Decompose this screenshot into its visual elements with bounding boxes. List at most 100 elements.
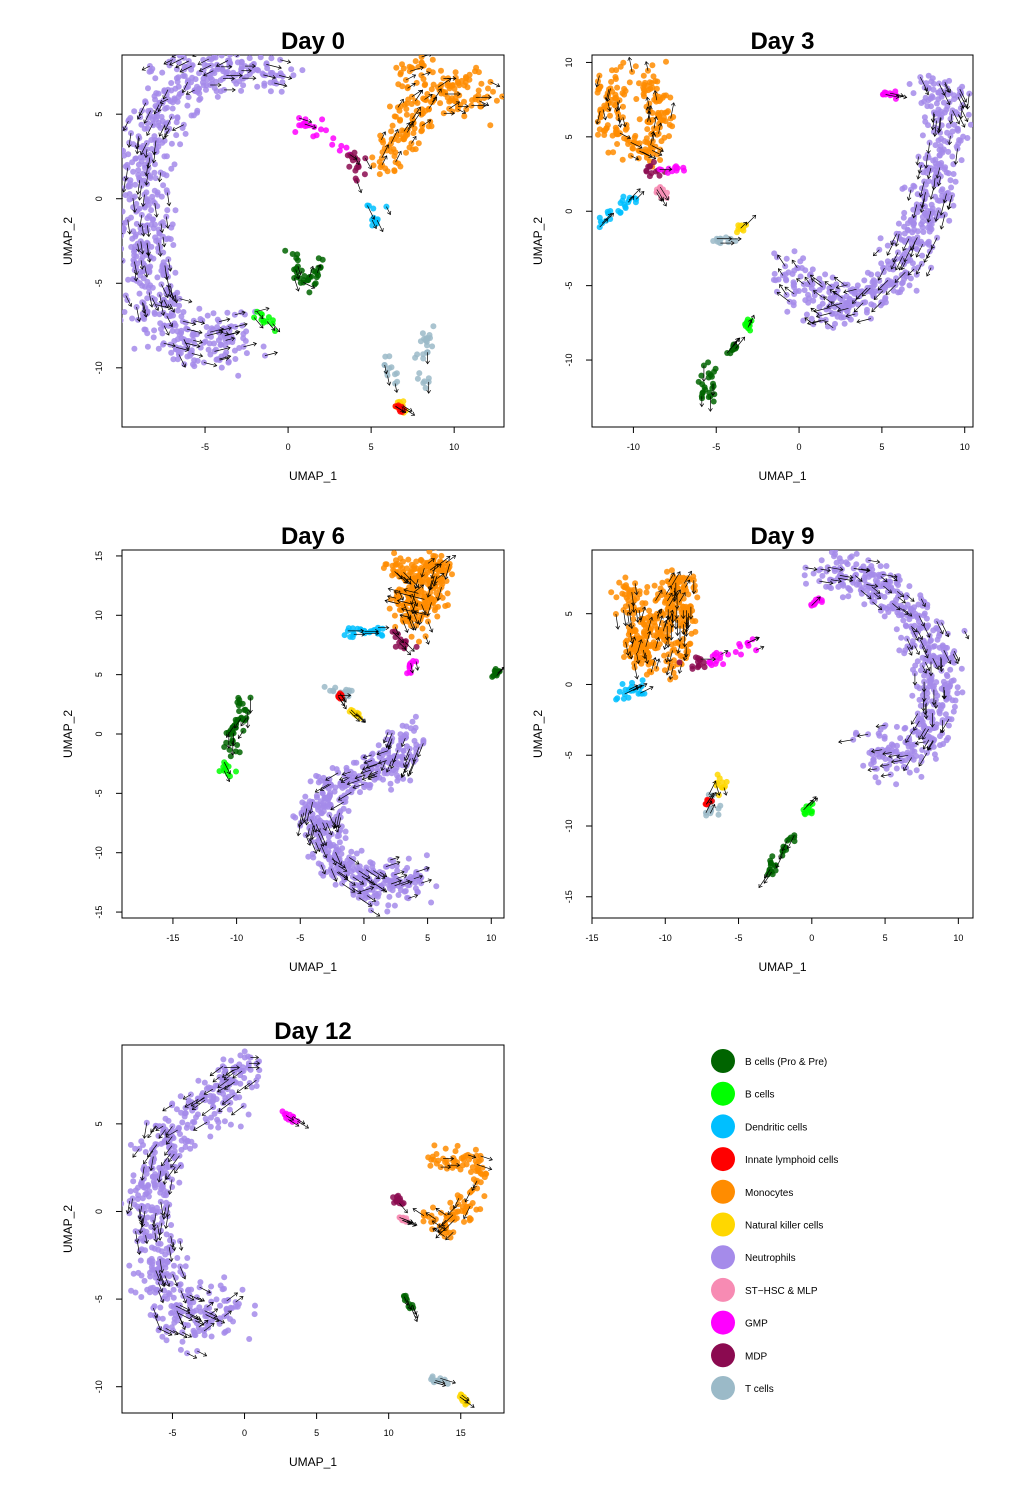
velocity-arrowhead bbox=[937, 128, 942, 133]
y-tick-label: -10 bbox=[564, 819, 574, 832]
velocity-arrowhead bbox=[165, 331, 170, 336]
cell-point bbox=[413, 79, 420, 86]
velocity-arrow bbox=[810, 274, 822, 284]
cell-point bbox=[400, 65, 407, 72]
velocity-arrow bbox=[224, 332, 239, 337]
x-tick-label: -5 bbox=[712, 442, 720, 452]
velocity-arrowhead bbox=[650, 130, 656, 136]
cell-point bbox=[131, 252, 138, 259]
velocity-arrow bbox=[309, 801, 313, 814]
plot-frame bbox=[591, 54, 974, 428]
velocity-arrow bbox=[272, 323, 280, 333]
cell-point bbox=[370, 205, 377, 212]
velocity-arrow bbox=[394, 880, 410, 887]
cell-point bbox=[403, 149, 409, 156]
cell-point bbox=[125, 151, 132, 158]
cell-points bbox=[122, 55, 504, 416]
cell-point bbox=[616, 688, 623, 695]
velocity-arrow bbox=[125, 167, 129, 181]
velocity-arrow bbox=[948, 195, 953, 210]
velocity-arrowhead bbox=[171, 55, 176, 58]
cell-point bbox=[903, 612, 910, 619]
velocity-arrow bbox=[384, 364, 387, 374]
cell-point bbox=[918, 185, 925, 192]
cell-point bbox=[686, 641, 693, 648]
cell-point bbox=[225, 358, 232, 365]
cell-point bbox=[829, 283, 836, 290]
velocity-arrowhead bbox=[354, 775, 359, 780]
velocity-arrow bbox=[656, 192, 663, 202]
velocity-arrowhead bbox=[199, 353, 204, 358]
cell-point bbox=[710, 238, 717, 244]
cell-point bbox=[865, 583, 872, 590]
velocity-arrow bbox=[824, 281, 832, 287]
velocity-arrow bbox=[338, 817, 342, 829]
cell-point bbox=[605, 149, 612, 156]
velocity-arrow bbox=[427, 602, 432, 616]
cell-point bbox=[214, 356, 221, 363]
cell-point bbox=[900, 617, 907, 624]
velocity-arrowhead bbox=[602, 116, 608, 121]
velocity-arrowhead bbox=[395, 855, 400, 861]
panel-title: Day 0 bbox=[281, 28, 345, 55]
velocity-arrowhead bbox=[171, 308, 176, 313]
velocity-arrowhead bbox=[252, 341, 258, 347]
cell-point bbox=[428, 86, 435, 93]
velocity-arrow bbox=[279, 75, 292, 79]
velocity-arrowhead bbox=[634, 156, 640, 161]
velocity-arrow bbox=[606, 88, 611, 102]
cell-point bbox=[876, 732, 883, 739]
velocity-arrow bbox=[421, 72, 431, 76]
velocity-arrow bbox=[948, 135, 951, 145]
velocity-arrow bbox=[647, 105, 652, 122]
cell-point bbox=[157, 124, 164, 131]
cell-point bbox=[148, 207, 155, 214]
velocity-arrow bbox=[873, 249, 880, 256]
velocity-arrow bbox=[824, 321, 834, 329]
cell-point bbox=[131, 345, 138, 352]
cell-point bbox=[243, 328, 250, 335]
velocity-arrowhead bbox=[143, 313, 149, 318]
velocity-arrowhead bbox=[136, 248, 141, 253]
cell-point bbox=[936, 152, 943, 159]
velocity-arrowhead bbox=[341, 864, 346, 869]
cell-point bbox=[319, 116, 326, 123]
cell-point bbox=[151, 309, 158, 316]
cell-point bbox=[412, 724, 419, 731]
velocity-arrowhead bbox=[413, 584, 419, 590]
cell-point bbox=[456, 82, 463, 89]
cell-point bbox=[477, 103, 484, 110]
cell-point bbox=[925, 646, 932, 653]
cell-point bbox=[356, 874, 363, 880]
cell-point bbox=[644, 584, 651, 590]
velocity-arrow bbox=[390, 880, 402, 885]
velocity-arrow bbox=[892, 252, 899, 263]
velocity-arrow bbox=[388, 588, 401, 593]
velocity-arrowhead bbox=[871, 308, 876, 313]
velocity-arrow bbox=[602, 109, 606, 120]
velocity-arrow bbox=[843, 288, 857, 293]
velocity-arrowhead bbox=[135, 190, 141, 195]
velocity-arrowhead bbox=[158, 132, 163, 137]
cell-point bbox=[901, 184, 908, 191]
velocity-arrow bbox=[165, 216, 169, 229]
velocity-arrow bbox=[404, 641, 415, 652]
cell-point bbox=[339, 845, 346, 852]
cell-point bbox=[872, 774, 879, 781]
velocity-arrow bbox=[747, 319, 752, 328]
cell-point bbox=[838, 558, 845, 565]
cell-point bbox=[348, 848, 355, 855]
cell-point bbox=[895, 612, 902, 619]
velocity-arrowhead bbox=[437, 564, 442, 568]
cell-point bbox=[430, 81, 437, 88]
velocity-arrowhead bbox=[833, 276, 839, 281]
y-axis-label: UMAP_2 bbox=[61, 217, 75, 265]
velocity-arrowhead bbox=[894, 266, 900, 271]
cell-point bbox=[930, 80, 937, 87]
velocity-arrow bbox=[123, 178, 126, 193]
cell-point bbox=[240, 82, 247, 89]
cell-point bbox=[315, 860, 322, 867]
y-tick-label: 0 bbox=[94, 196, 104, 201]
velocity-arrowhead bbox=[295, 275, 301, 280]
